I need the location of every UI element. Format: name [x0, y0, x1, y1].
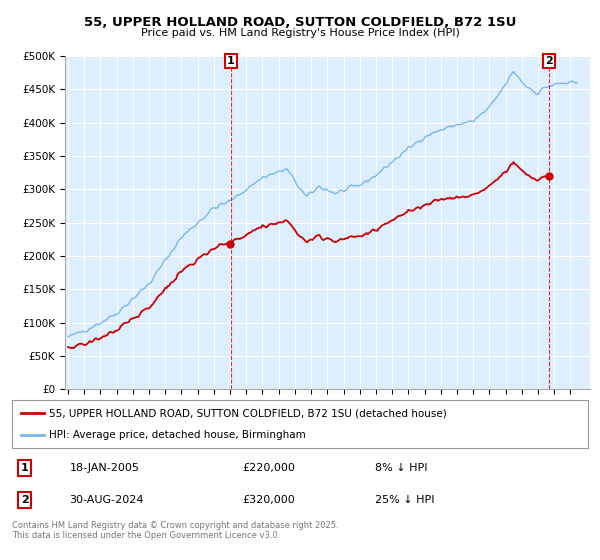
Text: £320,000: £320,000 — [242, 495, 295, 505]
Text: 8% ↓ HPI: 8% ↓ HPI — [375, 463, 427, 473]
Text: HPI: Average price, detached house, Birmingham: HPI: Average price, detached house, Birm… — [49, 430, 306, 440]
Text: 25% ↓ HPI: 25% ↓ HPI — [375, 495, 434, 505]
Text: 18-JAN-2005: 18-JAN-2005 — [70, 463, 139, 473]
Text: Price paid vs. HM Land Registry's House Price Index (HPI): Price paid vs. HM Land Registry's House … — [140, 28, 460, 38]
Text: Contains HM Land Registry data © Crown copyright and database right 2025.
This d: Contains HM Land Registry data © Crown c… — [12, 521, 338, 540]
Text: 1: 1 — [20, 463, 28, 473]
Text: 1: 1 — [227, 56, 235, 66]
Text: 30-AUG-2024: 30-AUG-2024 — [70, 495, 144, 505]
Text: 2: 2 — [20, 495, 28, 505]
Text: 2: 2 — [545, 56, 553, 66]
Text: £220,000: £220,000 — [242, 463, 295, 473]
Text: 55, UPPER HOLLAND ROAD, SUTTON COLDFIELD, B72 1SU (detached house): 55, UPPER HOLLAND ROAD, SUTTON COLDFIELD… — [49, 408, 447, 418]
Text: 55, UPPER HOLLAND ROAD, SUTTON COLDFIELD, B72 1SU: 55, UPPER HOLLAND ROAD, SUTTON COLDFIELD… — [84, 16, 516, 29]
